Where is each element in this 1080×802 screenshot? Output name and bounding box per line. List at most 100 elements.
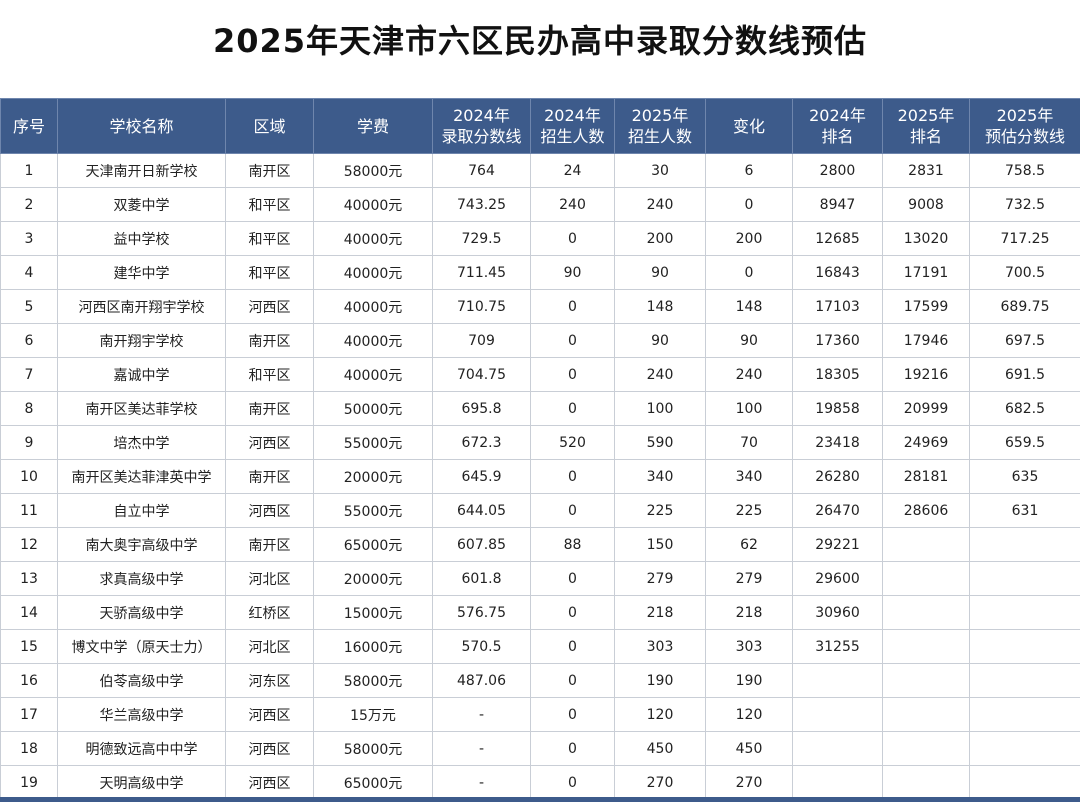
table-cell — [969, 629, 1080, 664]
table-cell — [969, 527, 1080, 562]
table-row: 15 博文中学（原天士力） 河北区 16000元 570.5 0 303 303 31255 — [0, 629, 1080, 664]
table-cell: 340 — [614, 459, 706, 494]
table-cell: 18 — [0, 731, 58, 766]
table-cell: 200 — [705, 221, 793, 256]
score-table: 序号 学校名称 区域 学费 2024年 录取分数线 2024年 招生人数 2025年 招生人数 变化… — [0, 98, 1080, 800]
table-cell: 758.5 — [969, 153, 1080, 188]
header-text: 2025年 — [631, 106, 689, 125]
table-cell: 2831 — [882, 153, 970, 188]
table-row: 2 双菱中学 和平区 40000元 743.25 240 240 0 8947 9008 732.5 — [0, 187, 1080, 222]
table-row: 7 嘉诚中学 和平区 40000元 704.75 0 240 240 18305 19216 691… — [0, 357, 1080, 392]
table-cell: 570.5 — [432, 629, 531, 664]
table-cell: 709 — [432, 323, 531, 358]
table-cell: 0 — [530, 697, 615, 732]
table-cell: 225 — [705, 493, 793, 528]
bottom-bar — [0, 797, 1080, 802]
table-cell: 双菱中学 — [57, 187, 226, 222]
header-cell: 变化 — [705, 98, 793, 154]
table-cell: 340 — [705, 459, 793, 494]
table-cell: 90 — [614, 323, 706, 358]
header-text: 招生人数 — [627, 127, 692, 146]
table-cell — [792, 731, 883, 766]
table-cell: 62 — [705, 527, 793, 562]
table-cell: 12 — [0, 527, 58, 562]
header-text: 序号 — [12, 116, 45, 136]
table-cell: 450 — [614, 731, 706, 766]
table-cell — [969, 765, 1080, 800]
table-cell: 764 — [432, 153, 531, 188]
table-cell: 120 — [614, 697, 706, 732]
table-cell — [882, 663, 970, 698]
table-cell — [792, 765, 883, 800]
header-text: 学费 — [356, 116, 389, 136]
table-cell: 17191 — [882, 255, 970, 290]
table-cell: 303 — [705, 629, 793, 664]
table-cell: - — [432, 731, 531, 766]
table-cell: 培杰中学 — [57, 425, 226, 460]
table-cell: 南开区美达菲津英中学 — [57, 459, 226, 494]
header-text: 2024年 — [453, 106, 510, 125]
table-cell: 190 — [614, 663, 706, 698]
header-text: 排名 — [821, 127, 854, 146]
table-cell: 100 — [705, 391, 793, 426]
header-text: 2025年 — [996, 106, 1054, 125]
table-cell: 9 — [0, 425, 58, 460]
table-cell: 19858 — [792, 391, 883, 426]
table-cell: 华兰高级中学 — [57, 697, 226, 732]
header-text: 录取分数线 — [441, 127, 522, 146]
table-cell: 270 — [705, 765, 793, 800]
table-cell: 南开区 — [225, 153, 314, 188]
table-cell: 南开区美达菲学校 — [57, 391, 226, 426]
table-cell: 求真高级中学 — [57, 561, 226, 596]
table-cell: 天骄高级中学 — [57, 595, 226, 630]
table-cell: 120 — [705, 697, 793, 732]
header-cell: 2024年 招生人数 — [530, 98, 615, 154]
table-cell: 天明高级中学 — [57, 765, 226, 800]
table-cell: 0 — [705, 255, 793, 290]
table-cell: 732.5 — [969, 187, 1080, 222]
table-cell: 16843 — [792, 255, 883, 290]
table-cell: 225 — [614, 493, 706, 528]
table-cell: 19 — [0, 765, 58, 800]
table-cell: 河东区 — [225, 663, 314, 698]
table-cell: 河西区 — [225, 425, 314, 460]
table-cell: 70 — [705, 425, 793, 460]
table-cell: 和平区 — [225, 221, 314, 256]
table-cell: 682.5 — [969, 391, 1080, 426]
table-cell: 240 — [614, 187, 706, 222]
table-cell: 55000元 — [313, 425, 433, 460]
title: 2025年天津市六区民办高中录取分数线预估 — [212, 22, 868, 60]
table-cell: 631 — [969, 493, 1080, 528]
header-cell: 2024年 排名 — [792, 98, 883, 154]
table-cell: 南开区 — [225, 527, 314, 562]
table-row: 17 华兰高级中学 河西区 15万元 -0 120 120 — [0, 697, 1080, 732]
table-cell: 2800 — [792, 153, 883, 188]
table-cell: 270 — [614, 765, 706, 800]
table-cell: 29600 — [792, 561, 883, 596]
header-cell: 2025年 预估分数线 — [969, 98, 1080, 154]
table-cell: 0 — [530, 323, 615, 358]
table-cell: 200 — [614, 221, 706, 256]
table-cell: 487.06 — [432, 663, 531, 698]
table-cell: 58000元 — [313, 153, 433, 188]
table-cell: 279 — [614, 561, 706, 596]
table-cell: 90 — [705, 323, 793, 358]
table-cell: 704.75 — [432, 357, 531, 392]
table-cell: 3 — [0, 221, 58, 256]
table-cell: 15 — [0, 629, 58, 664]
table-cell: 30960 — [792, 595, 883, 630]
table-cell — [969, 663, 1080, 698]
table-cell: 0 — [530, 595, 615, 630]
table-cell: 和平区 — [225, 357, 314, 392]
table-cell: 218 — [705, 595, 793, 630]
header-text: 2024年 — [544, 106, 601, 125]
table-cell: 河北区 — [225, 629, 314, 664]
table-cell: 601.8 — [432, 561, 531, 596]
table-cell: 700.5 — [969, 255, 1080, 290]
table-row: 14 天骄高级中学 红桥区 15000元 576.75 0 218 218 30960 — [0, 595, 1080, 630]
header-text: 变化 — [732, 116, 765, 136]
table-cell: 天津南开日新学校 — [57, 153, 226, 188]
table-row: 12 南大奥宇高级中学 南开区 65000元 607.85 88 150 62 29221 — [0, 527, 1080, 562]
table-cell: 24969 — [882, 425, 970, 460]
